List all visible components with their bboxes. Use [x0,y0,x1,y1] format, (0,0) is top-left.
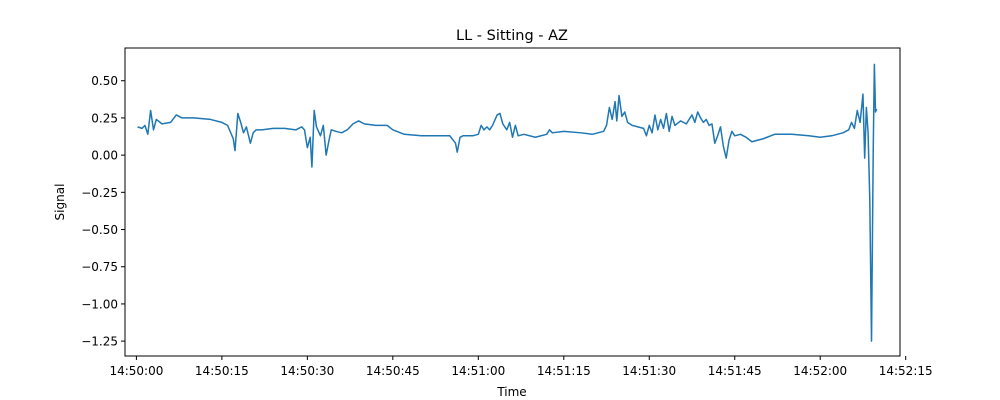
chart-title: LL - Sitting - AZ [456,28,568,44]
x-tick-label: 14:50:15 [195,364,249,378]
x-axis: 14:50:00 14:50:15 14:50:30 14:50:45 14:51:00… [109,356,933,378]
y-tick-label: −1.25 [81,335,118,349]
y-tick-label: 0.50 [91,74,118,88]
x-tick-label: 14:50:30 [280,364,334,378]
plot-area [124,47,901,357]
y-tick-label: −0.25 [81,186,118,200]
x-tick-label: 14:51:45 [708,364,762,378]
x-tick-label: 14:52:15 [879,364,933,378]
y-tick-label: −1.00 [81,297,118,311]
y-tick-label: −0.50 [81,223,118,237]
x-tick-label: 14:52:00 [793,364,847,378]
x-tick-label: 14:51:30 [622,364,676,378]
series-layer [137,63,878,342]
signal-series-line [137,63,878,342]
plot-frame [124,47,901,357]
x-axis-label: Time [496,385,526,399]
x-tick-label: 14:50:45 [366,364,420,378]
y-axis: 0.50 0.25 0.00 −0.25 −0.50 −0.75 −1.00 −1.25 [81,74,125,349]
y-tick-label: 0.25 [91,111,118,125]
x-tick-label: 14:51:00 [451,364,505,378]
x-tick-label: 14:51:15 [537,364,591,378]
y-axis-label: Signal [53,184,67,221]
y-tick-label: 0.00 [91,149,118,163]
x-tick-label: 14:50:00 [109,364,163,378]
y-tick-label: −0.75 [81,260,118,274]
